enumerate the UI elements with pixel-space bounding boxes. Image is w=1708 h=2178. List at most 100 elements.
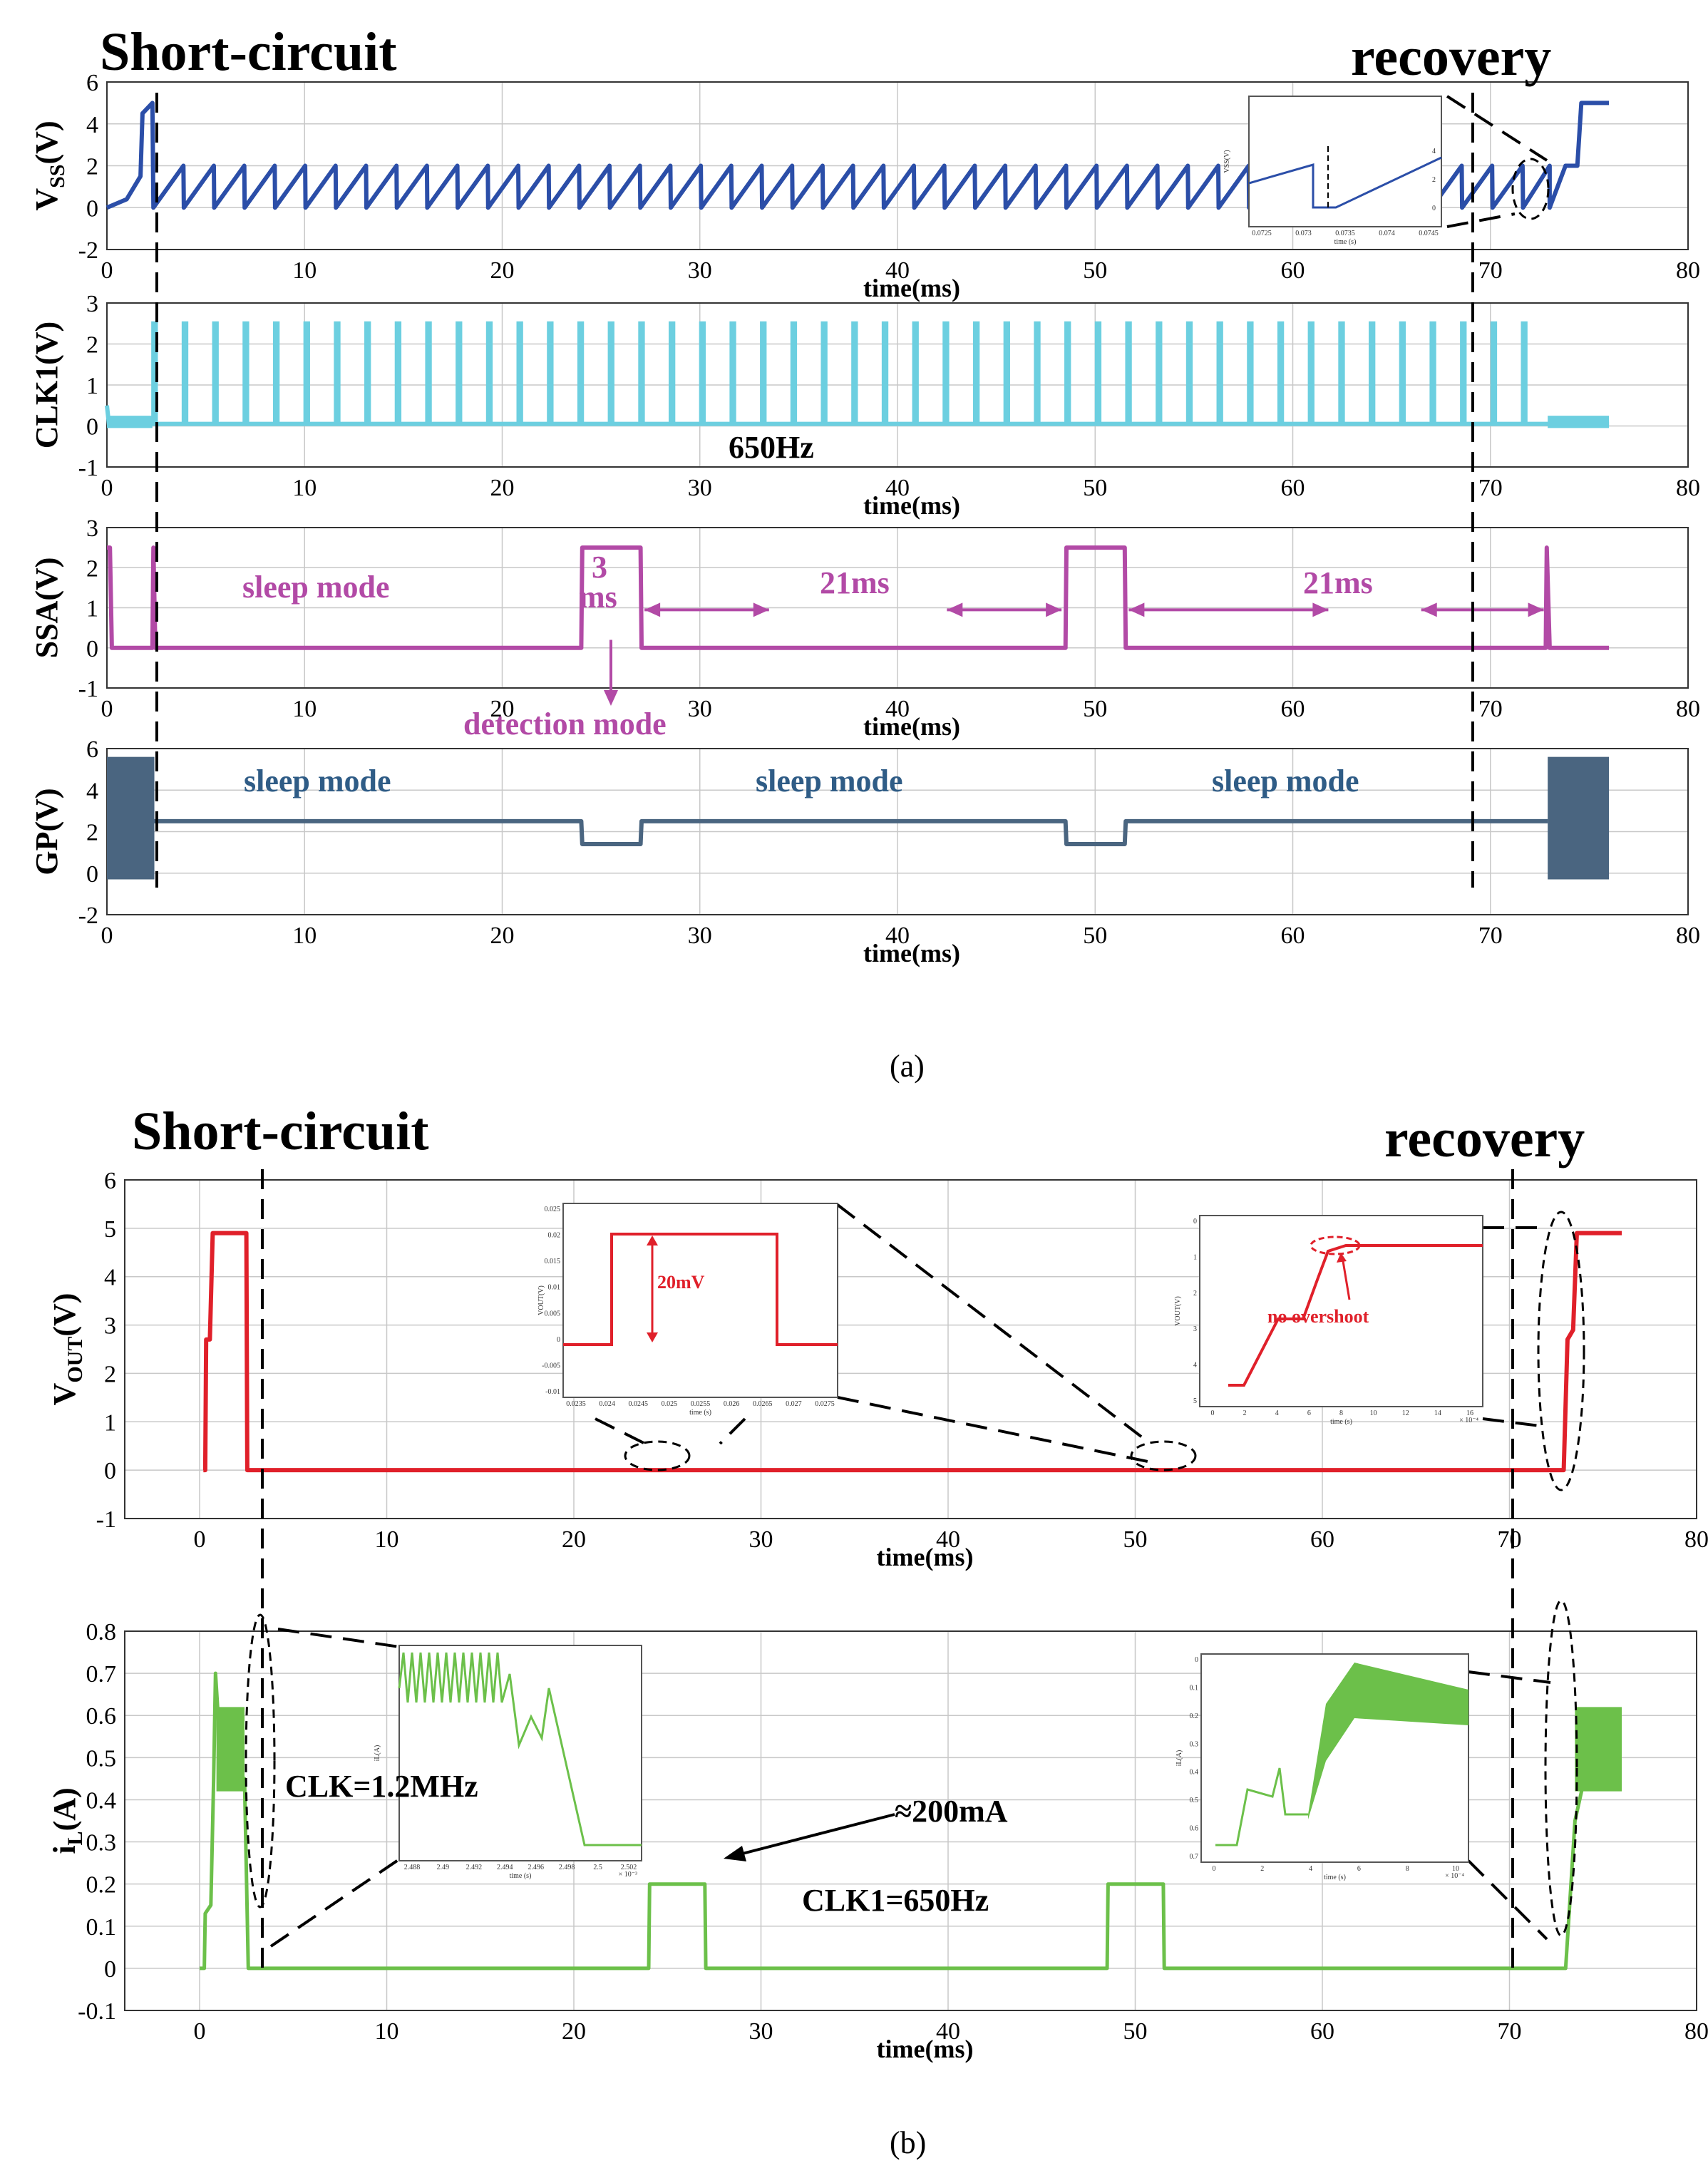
il-ytick-label: 0.4 <box>86 1787 117 1814</box>
clk1-ytick-label: 0 <box>86 414 98 441</box>
vout-inset2-ytick-label: 5 <box>1193 1397 1197 1405</box>
il-inset2-leader-b <box>1467 1859 1548 1941</box>
vout-xtick-label: 40 <box>936 1526 960 1553</box>
il-inset1-leader-b <box>269 1858 401 1948</box>
il-inset1-xtick-label: 2.5 <box>593 1864 602 1871</box>
il-inset2-xtick-label: 0 <box>1213 1865 1216 1873</box>
gp-xtick-label: 60 <box>1281 923 1305 949</box>
vss-zoom-ellipse <box>1511 158 1550 220</box>
il-inset2: 0 2 4 6 8 10 0 0.1 0.2 0.3 0.4 0.5 0.6 0.7 time (s) iL(… <box>1175 1653 1469 1881</box>
ssa-xtick-label: 20 <box>490 696 515 722</box>
il-plot-frame <box>124 1630 1697 2011</box>
il-xtick-label: 30 <box>749 2018 773 2045</box>
vout-inset2-xtick-label: 2 <box>1243 1409 1247 1417</box>
short-circuit-label-a: Short-circuit <box>100 22 397 82</box>
vss-xtick-label: 60 <box>1281 257 1305 284</box>
vout-inset1-ytick-label: -0.01 <box>545 1388 560 1396</box>
gp-ytick-label: 4 <box>86 778 98 804</box>
clk1-xtick-label: 60 <box>1281 475 1305 501</box>
gp-series-line <box>154 818 1548 846</box>
clk-1p2mhz-label: CLK=1.2MHz <box>285 1769 478 1804</box>
il-ytick-label: 0.3 <box>86 1830 117 1856</box>
vss-xtick-label: 80 <box>1676 257 1700 284</box>
vout-inset2-leader-b <box>1482 1417 1540 1427</box>
vout-zoom-ellipse-2 <box>1130 1440 1197 1471</box>
vout-inset2-ellipse <box>1310 1236 1361 1255</box>
il-inset2-ytick-label: 0.2 <box>1190 1712 1199 1720</box>
il-ytick-label: 0 <box>104 1956 116 1983</box>
ssa-xtick-label: 60 <box>1281 696 1305 722</box>
vout-inset1-ylabel: VOUT(V) <box>537 1285 545 1315</box>
vout-ytick-label: 0 <box>104 1458 116 1484</box>
vout-inset2-ytick-label: 1 <box>1193 1253 1197 1261</box>
gp-sleep-mode-label-1: sleep mode <box>244 764 391 798</box>
vout-inset1-leader-d <box>837 1396 1148 1463</box>
vout-xtick-label: 30 <box>749 1526 773 1553</box>
ssa-sleep-mode-label: sleep mode <box>242 570 390 605</box>
vout-xtick-label: 60 <box>1310 1526 1334 1553</box>
il-ytick-label: 0.6 <box>86 1703 117 1730</box>
ssa-xtick-label: 40 <box>885 696 910 722</box>
vout-inset1-leader-a <box>595 1417 646 1445</box>
ssa-21ms-arrow-1b-head-left <box>947 602 963 617</box>
vss-xtick-label: 10 <box>292 257 317 284</box>
il-inset2-xtick-label: 10 <box>1452 1865 1459 1873</box>
il-inset1-line <box>398 1652 642 1846</box>
clk1-ytick-label: -1 <box>78 455 98 481</box>
il-inset1-xtick-label: 2.502 <box>621 1864 637 1871</box>
vout-inset2-xlabel: time (s) <box>1330 1418 1352 1426</box>
il-inset2-band <box>1308 1663 1468 1819</box>
ssa-21ms-arrow-2b-head-left <box>1421 602 1437 617</box>
vout-inset2-line <box>1228 1244 1483 1387</box>
il-inset1-scale: × 10⁻³ <box>619 1871 637 1879</box>
clk1-xtick-label: 0 <box>101 475 113 501</box>
vout-inset1-xtick-label: 0.024 <box>599 1400 615 1408</box>
vout-inset2-ytick-label: 2 <box>1193 1290 1197 1298</box>
vout-inset1-leader-b <box>719 1417 746 1445</box>
vout-ylabel: VOUT(V) <box>47 1293 87 1406</box>
vout-inset2-xtick-label: 16 <box>1466 1409 1473 1417</box>
il-ytick-label: 0.8 <box>86 1619 117 1645</box>
vss-xlabel: time(ms) <box>863 274 960 302</box>
clk1-xtick-label: 80 <box>1676 475 1700 501</box>
il-inset2-xtick-label: 6 <box>1357 1865 1361 1873</box>
vss-inset-xtick-label: 0.074 <box>1379 230 1395 237</box>
vout-ytick-label: 1 <box>104 1409 116 1436</box>
vout-inset2-xtick-label: 0 <box>1211 1409 1215 1417</box>
gp-xtick-label: 40 <box>885 923 910 949</box>
il-chart: 0 10 20 30 40 50 60 70 80-0.100.10.20.30.40.50.6… <box>47 1619 1708 2063</box>
vout-inset1-frame <box>562 1203 838 1398</box>
il-inset2-xtick-label: 2 <box>1260 1865 1264 1873</box>
clk1-ytick-label: 1 <box>86 373 98 399</box>
ssa-series-line <box>107 545 1610 650</box>
ssa-ytick-label: 0 <box>86 636 98 662</box>
gp-xtick-label: 10 <box>292 923 317 949</box>
il-inset2-xtick-label: 4 <box>1309 1865 1312 1873</box>
il-200ma-arrow <box>734 1813 895 1857</box>
vout-inset1-ytick-label: 0.015 <box>545 1258 561 1265</box>
il-inset2-ytick-label: 0.7 <box>1190 1853 1199 1861</box>
vout-inset1-ytick-label: 0.02 <box>548 1232 561 1240</box>
il-inset2-ytick-label: 0.1 <box>1190 1684 1199 1692</box>
ssa-ytick-label: 1 <box>86 596 98 622</box>
vss-inset-xlabel: time (s) <box>1334 238 1357 246</box>
vout-inset1-ytick-label: 0.025 <box>545 1206 561 1213</box>
ssa-21ms-arrow-1a-head-right <box>753 602 769 617</box>
vss-inset-ytick-label: 2 <box>1432 176 1436 184</box>
ssa-ytick-label: -1 <box>78 676 98 702</box>
vout-inset2-xtick-label: 12 <box>1402 1409 1409 1417</box>
ssa-xtick-label: 70 <box>1478 696 1503 722</box>
clk1-650hz-label: CLK1=650Hz <box>802 1883 989 1918</box>
vout-xtick-label: 20 <box>562 1526 586 1553</box>
il-inset1-xtick-label: 2.498 <box>559 1864 575 1871</box>
clk1-xtick-label: 70 <box>1478 475 1503 501</box>
ssa-ylabel: SSA(V) <box>29 558 64 659</box>
clk1-xtick-label: 50 <box>1083 475 1107 501</box>
vout-inset1-xtick-label: 0.0235 <box>566 1400 586 1408</box>
gp-xtick-label: 20 <box>490 923 515 949</box>
vout-ytick-label: -1 <box>96 1506 116 1533</box>
il-200ma-arrow-head <box>724 1846 746 1861</box>
recovery-label-b: recovery <box>1384 1109 1585 1168</box>
